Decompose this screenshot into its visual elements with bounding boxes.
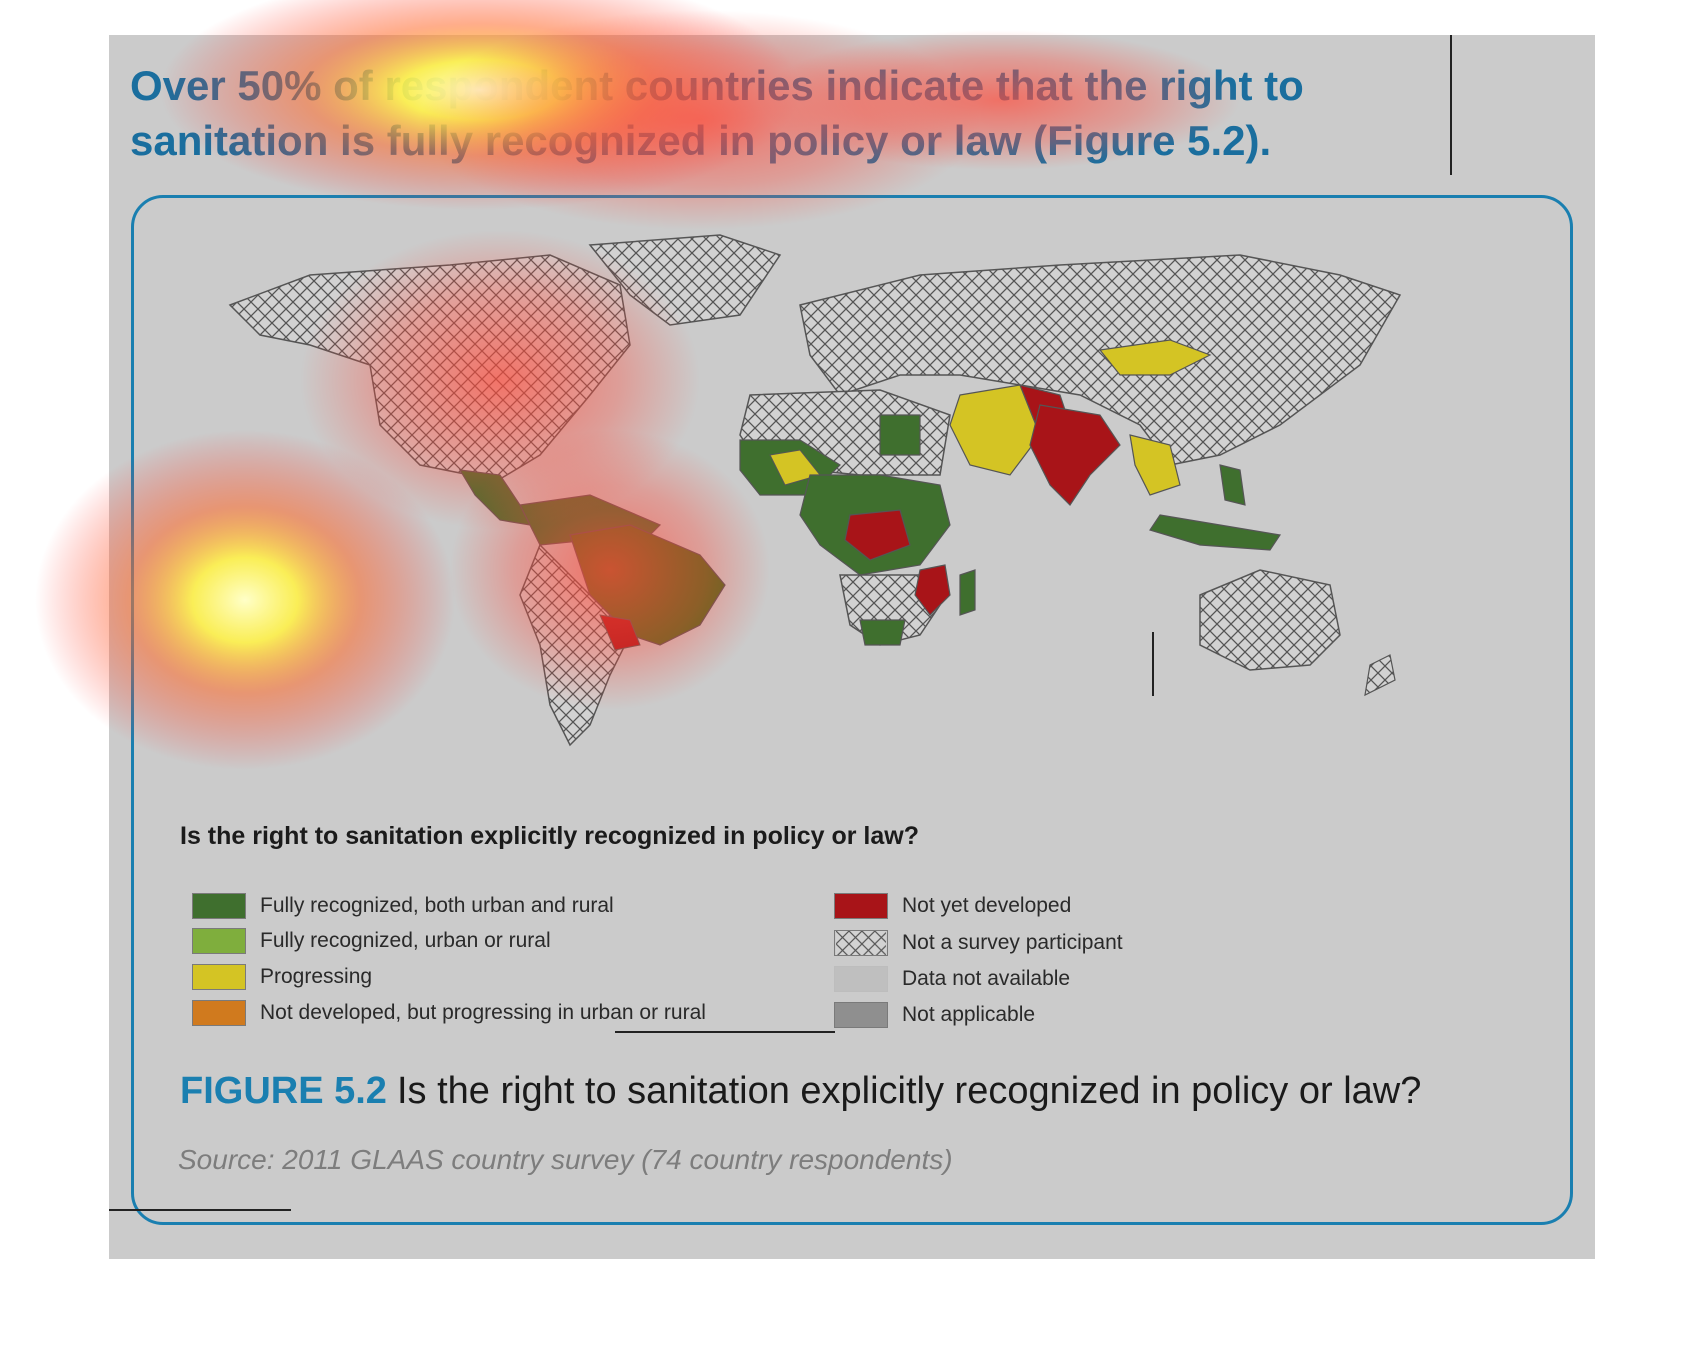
- legend-label: Not yet developed: [902, 894, 1072, 917]
- region-new-zealand: [1364, 654, 1396, 697]
- legend-swatch: [834, 893, 888, 919]
- legend-item: Not yet developed: [834, 891, 1071, 921]
- legend-item: Progressing: [192, 962, 372, 992]
- legend-item: Not applicable: [834, 1000, 1035, 1030]
- region-indonesia: [1149, 514, 1282, 551]
- region-drc: [844, 509, 911, 561]
- legend-label: Progressing: [260, 965, 373, 988]
- region-philippines: [1219, 464, 1246, 506]
- legend-item: Fully recognized, urban or rural: [192, 926, 551, 956]
- legend-item: Not developed, but progressing in urban …: [192, 998, 706, 1028]
- legend-swatch: [834, 966, 888, 992]
- legend-swatch: [192, 1000, 246, 1026]
- map-rule: [1152, 632, 1154, 696]
- legend-label: Data not available: [902, 967, 1071, 990]
- region-madagascar: [959, 569, 976, 616]
- region-mozambique: [914, 564, 951, 616]
- figure-caption-text: Is the right to sanitation explicitly re…: [396, 1070, 1422, 1112]
- legend-item: Data not available: [834, 964, 1070, 994]
- region-mongolia: [1098, 339, 1212, 376]
- figure-caption: FIGURE 5.2 Is the right to sanitation exp…: [180, 1070, 1421, 1113]
- region-south-africa: [859, 619, 906, 646]
- legend-rule: [615, 1031, 835, 1033]
- region-central-america: [458, 469, 532, 526]
- region-india: [1029, 404, 1121, 506]
- region-north-america: [228, 254, 631, 486]
- legend-label: Fully recognized, both urban and rural: [260, 894, 614, 917]
- world-map: [228, 234, 1402, 747]
- region-southeast-asia: [1129, 434, 1181, 496]
- legend-swatch: [834, 1002, 888, 1028]
- legend-swatch-hatch: [834, 930, 888, 956]
- legend-item: Not a survey participant: [834, 928, 1123, 958]
- source-note: Source: 2011 GLAAS country survey (74 co…: [178, 1144, 953, 1175]
- frame-rule: [109, 1209, 291, 1211]
- legend-label: Not a survey participant: [902, 931, 1123, 954]
- legend-title: Is the right to sanitation explicitly re…: [180, 822, 920, 850]
- legend-item: Fully recognized, both urban and rural: [192, 891, 614, 921]
- legend-label: Fully recognized, urban or rural: [260, 929, 551, 952]
- region-egypt: [879, 414, 921, 456]
- legend-swatch: [192, 964, 246, 990]
- legend-label: Not developed, but progressing in urban …: [260, 1001, 706, 1024]
- legend-label: Not applicable: [902, 1003, 1036, 1026]
- region-australia: [1199, 569, 1341, 671]
- legend-swatch: [192, 893, 246, 919]
- margin-rule: [1450, 35, 1452, 175]
- headline-text: Over 50% of respondent countries indicat…: [130, 62, 1304, 164]
- region-eurasia: [799, 254, 1402, 466]
- legend-swatch: [192, 928, 246, 954]
- figure-label: FIGURE 5.2: [180, 1070, 387, 1112]
